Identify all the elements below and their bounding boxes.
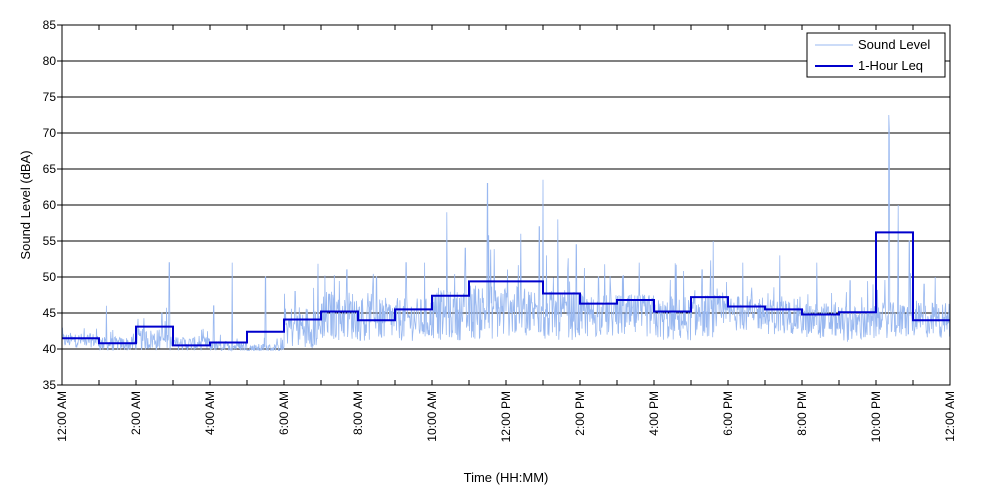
y-tick-label: 85 xyxy=(43,18,57,32)
x-tick-label: 2:00 PM xyxy=(573,391,587,436)
y-tick-label: 80 xyxy=(43,54,57,68)
x-tick-label: 10:00 AM xyxy=(425,391,439,442)
legend-label-leq: 1-Hour Leq xyxy=(858,58,923,73)
x-tick-label: 8:00 AM xyxy=(351,391,365,435)
legend-label-sound-level: Sound Level xyxy=(858,37,930,52)
sound-level-series xyxy=(61,114,951,352)
y-tick-label: 35 xyxy=(43,378,57,392)
x-tick-label: 12:00 AM xyxy=(943,391,957,442)
x-axis-label: Time (HH:MM) xyxy=(464,470,549,485)
sound-level-line xyxy=(61,114,951,352)
y-axis-label: Sound Level (dBA) xyxy=(18,150,33,259)
x-tick-label: 6:00 PM xyxy=(721,391,735,436)
y-tick-label: 70 xyxy=(43,126,57,140)
y-tick-label: 60 xyxy=(43,198,57,212)
leq-step-line xyxy=(62,231,950,347)
x-tick-label: 12:00 PM xyxy=(499,391,513,442)
x-tick-label: 8:00 PM xyxy=(795,391,809,436)
x-tick-label: 12:00 AM xyxy=(55,391,69,442)
x-tick-label: 2:00 AM xyxy=(129,391,143,435)
y-tick-label: 75 xyxy=(43,90,57,104)
y-tick-label: 55 xyxy=(43,234,57,248)
x-tick-label: 6:00 AM xyxy=(277,391,291,435)
x-axis: 12:00 AM 2:00 AM 4:00 AM 6:00 AM 8:00 AM 10:0… xyxy=(55,25,957,442)
x-tick-label: 4:00 PM xyxy=(647,391,661,436)
y-tick-label: 50 xyxy=(43,270,57,284)
legend-box xyxy=(806,32,946,78)
y-axis: 35 40 45 50 55 60 65 70 75 80 85 xyxy=(43,18,62,392)
x-tick-label: 4:00 AM xyxy=(203,391,217,435)
y-tick-label: 45 xyxy=(43,306,57,320)
leq-series xyxy=(62,231,950,347)
x-tick-label: 10:00 PM xyxy=(869,391,883,442)
y-tick-label: 65 xyxy=(43,162,57,176)
legend: Sound Level 1-Hour Leq xyxy=(806,32,946,78)
y-tick-label: 40 xyxy=(43,342,57,356)
